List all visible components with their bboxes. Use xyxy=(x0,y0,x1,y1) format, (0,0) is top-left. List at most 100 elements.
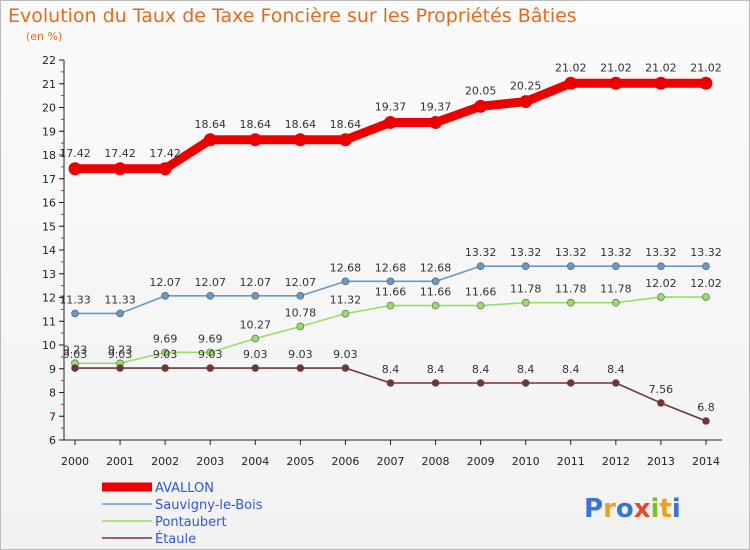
data-point xyxy=(206,348,215,357)
data-label: 8.4 xyxy=(472,363,490,376)
legend-label: Sauvigny-le-Bois xyxy=(155,498,263,513)
data-point xyxy=(702,262,710,270)
data-label: 12.02 xyxy=(690,277,722,290)
data-point xyxy=(386,301,395,310)
y-tick-label: 10 xyxy=(42,339,56,352)
data-point xyxy=(566,379,575,387)
logo-letter: o xyxy=(616,494,634,524)
logo-letter: t xyxy=(659,494,671,524)
y-tick-label: 13 xyxy=(42,268,56,281)
data-label: 10.78 xyxy=(285,306,317,319)
data-point xyxy=(476,301,485,310)
data-point xyxy=(161,364,169,372)
chart-subtitle: (en %) xyxy=(26,30,62,43)
data-label: 12.07 xyxy=(285,276,317,289)
data-point xyxy=(699,76,713,90)
x-tick-label: 2002 xyxy=(151,455,179,468)
data-label: 18.64 xyxy=(285,118,317,131)
data-label: 13.32 xyxy=(555,246,587,259)
legend-label: Étaule xyxy=(155,531,196,547)
data-point xyxy=(521,298,530,307)
chart-title: Evolution du Taux de Taxe Foncière sur l… xyxy=(8,5,577,27)
logo-letter: i xyxy=(672,494,681,524)
data-label: 11.78 xyxy=(510,283,542,296)
data-label: 17.42 xyxy=(149,147,181,160)
data-label: 9.03 xyxy=(153,348,178,361)
data-point xyxy=(702,417,710,425)
data-point xyxy=(251,334,260,343)
data-label: 12.68 xyxy=(375,261,407,274)
data-point xyxy=(612,262,620,270)
x-tick-label: 2007 xyxy=(376,455,404,468)
data-label: 19.37 xyxy=(375,100,407,113)
data-point xyxy=(251,292,260,300)
y-tick-label: 18 xyxy=(42,149,56,162)
data-point xyxy=(251,364,260,372)
data-label: 18.64 xyxy=(240,118,272,131)
data-point xyxy=(296,322,305,331)
data-label: 21.02 xyxy=(690,61,722,74)
data-label: 8.4 xyxy=(382,363,400,376)
legend-label: AVALLON xyxy=(155,481,214,496)
data-label: 13.32 xyxy=(510,246,542,259)
data-label: 13.32 xyxy=(645,246,677,259)
data-label: 18.64 xyxy=(194,118,226,131)
data-point xyxy=(657,399,665,407)
data-point xyxy=(116,364,124,372)
data-label: 20.05 xyxy=(465,84,497,97)
x-tick-label: 2011 xyxy=(557,455,585,468)
data-label: 10.27 xyxy=(240,319,272,332)
data-label: 12.02 xyxy=(645,277,677,290)
data-point xyxy=(161,348,169,357)
y-tick-label: 21 xyxy=(42,78,56,91)
data-label: 7.56 xyxy=(649,383,674,396)
logo-letter: x xyxy=(634,494,651,524)
axes: 6 7 8 9 10 11 12 13 14 15 16 17 18 19 20 21 22 2000 2001 20… xyxy=(42,54,722,468)
data-point xyxy=(71,309,79,318)
proxiti-logo: Proxiti xyxy=(584,494,681,524)
x-tick-label: 2014 xyxy=(692,455,720,468)
y-tick-label: 7 xyxy=(49,410,56,423)
data-point xyxy=(296,292,305,300)
data-point xyxy=(657,262,665,270)
data-point xyxy=(386,277,395,286)
y-tick-label: 15 xyxy=(42,220,56,233)
data-label: 8.4 xyxy=(517,363,535,376)
data-label: 9.23 xyxy=(63,343,88,356)
data-point xyxy=(113,162,127,176)
x-tick-label: 2008 xyxy=(422,455,450,468)
data-label: 11.33 xyxy=(59,293,91,306)
data-label: 11.66 xyxy=(420,286,452,299)
data-label: 13.32 xyxy=(600,246,632,259)
data-label: 9.03 xyxy=(333,348,358,361)
data-point xyxy=(564,76,578,90)
data-point xyxy=(431,301,440,310)
data-label: 6.8 xyxy=(697,401,715,414)
data-label: 21.02 xyxy=(645,61,677,74)
data-point xyxy=(386,379,395,387)
series-group: 17.42 17.42 17.42 18.64 18.64 18.64 18.64 19.37… xyxy=(59,61,722,425)
data-point xyxy=(161,292,169,300)
data-point xyxy=(476,379,485,387)
y-tick-label: 16 xyxy=(42,197,56,210)
data-point xyxy=(657,293,665,301)
y-tick-label: 9 xyxy=(49,363,56,376)
data-point xyxy=(429,115,443,129)
y-tick-label: 14 xyxy=(42,244,56,257)
data-label: 17.42 xyxy=(59,147,91,160)
data-point xyxy=(203,133,217,147)
data-label: 12.07 xyxy=(149,276,181,289)
data-label: 20.25 xyxy=(510,80,542,93)
data-label: 9.03 xyxy=(288,348,313,361)
data-point xyxy=(293,133,307,147)
data-label: 12.07 xyxy=(240,276,272,289)
data-point xyxy=(612,379,620,387)
y-tick-label: 19 xyxy=(42,125,56,138)
data-label: 9.23 xyxy=(108,343,133,356)
data-point xyxy=(341,277,350,286)
y-tick-label: 6 xyxy=(49,434,56,447)
data-point xyxy=(431,379,440,387)
proxiti-logo-text: Proxiti xyxy=(584,494,681,524)
data-point xyxy=(521,379,530,387)
data-point xyxy=(341,364,350,372)
